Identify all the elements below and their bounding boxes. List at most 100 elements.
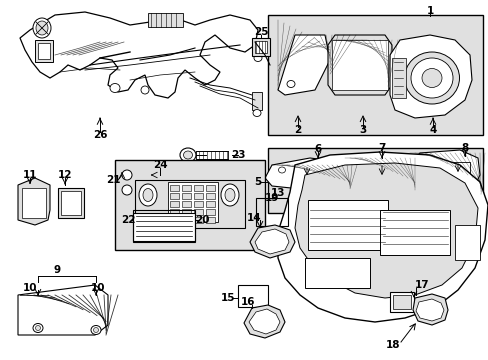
- Polygon shape: [412, 294, 447, 325]
- Bar: [22, 188, 46, 218]
- Bar: [251, 92, 262, 110]
- Bar: [194, 185, 203, 191]
- Text: 1: 1: [426, 6, 433, 16]
- Bar: [205, 209, 215, 215]
- Ellipse shape: [180, 148, 196, 162]
- Bar: [205, 193, 215, 199]
- Polygon shape: [20, 12, 258, 98]
- Text: 9: 9: [53, 265, 61, 275]
- Bar: [205, 217, 215, 223]
- Ellipse shape: [33, 18, 51, 38]
- Ellipse shape: [142, 189, 153, 202]
- Bar: [267, 15, 482, 135]
- Polygon shape: [248, 309, 280, 334]
- Bar: [194, 209, 203, 215]
- Text: 6: 6: [314, 144, 321, 154]
- Text: 23: 23: [230, 150, 245, 160]
- Text: 2: 2: [294, 125, 301, 135]
- Polygon shape: [389, 35, 471, 118]
- Text: 14: 14: [246, 213, 261, 223]
- Ellipse shape: [36, 325, 41, 330]
- Bar: [251, 38, 269, 56]
- Polygon shape: [244, 305, 285, 338]
- Bar: [133, 210, 195, 242]
- Ellipse shape: [93, 328, 98, 333]
- Text: 25: 25: [253, 27, 268, 37]
- Bar: [205, 185, 215, 191]
- Text: 15: 15: [220, 293, 235, 303]
- Ellipse shape: [404, 52, 459, 104]
- Bar: [170, 201, 179, 207]
- Bar: [194, 193, 203, 199]
- Ellipse shape: [183, 151, 192, 159]
- Ellipse shape: [253, 54, 262, 62]
- Bar: [331, 40, 387, 90]
- Polygon shape: [415, 299, 443, 321]
- Polygon shape: [278, 35, 329, 95]
- Ellipse shape: [122, 185, 132, 195]
- Text: 7: 7: [378, 143, 385, 153]
- Ellipse shape: [91, 325, 101, 334]
- Polygon shape: [18, 285, 108, 335]
- Bar: [194, 201, 203, 207]
- Ellipse shape: [110, 84, 120, 93]
- Ellipse shape: [36, 21, 48, 35]
- Polygon shape: [278, 152, 487, 322]
- Bar: [194, 217, 203, 223]
- Bar: [238, 285, 267, 307]
- Bar: [170, 217, 179, 223]
- Bar: [182, 209, 191, 215]
- Bar: [391, 58, 405, 98]
- Bar: [307, 200, 387, 250]
- Ellipse shape: [252, 109, 261, 117]
- Bar: [170, 193, 179, 199]
- Text: 16: 16: [240, 297, 255, 307]
- Ellipse shape: [421, 68, 441, 87]
- Bar: [205, 201, 215, 207]
- Bar: [389, 292, 413, 312]
- Bar: [135, 180, 244, 228]
- Text: 4: 4: [428, 125, 436, 135]
- Text: 12: 12: [58, 170, 72, 180]
- Bar: [115, 160, 264, 250]
- Text: 22: 22: [121, 215, 135, 225]
- Text: 5: 5: [254, 177, 261, 187]
- Text: 8: 8: [461, 143, 468, 153]
- Text: 11: 11: [23, 170, 37, 180]
- Polygon shape: [327, 35, 391, 95]
- Text: 21: 21: [105, 175, 120, 185]
- Ellipse shape: [33, 324, 43, 333]
- Bar: [267, 148, 482, 213]
- Polygon shape: [264, 158, 349, 190]
- Ellipse shape: [141, 86, 149, 94]
- Text: 17: 17: [414, 280, 428, 290]
- Bar: [182, 201, 191, 207]
- Bar: [35, 40, 53, 62]
- Bar: [170, 185, 179, 191]
- Bar: [168, 182, 218, 222]
- Polygon shape: [254, 229, 288, 254]
- Bar: [38, 43, 50, 59]
- Ellipse shape: [286, 81, 294, 87]
- Bar: [254, 41, 266, 53]
- Text: 19: 19: [264, 193, 279, 203]
- Polygon shape: [249, 225, 294, 258]
- Bar: [379, 210, 449, 255]
- Bar: [454, 225, 479, 260]
- Bar: [148, 13, 183, 27]
- Text: 26: 26: [93, 130, 107, 140]
- Ellipse shape: [139, 184, 157, 206]
- Text: 10: 10: [91, 283, 105, 293]
- Text: 10: 10: [23, 283, 37, 293]
- Polygon shape: [345, 155, 414, 190]
- Ellipse shape: [122, 170, 132, 180]
- Bar: [305, 258, 369, 288]
- Ellipse shape: [221, 184, 239, 206]
- Bar: [256, 198, 287, 226]
- Bar: [170, 209, 179, 215]
- Ellipse shape: [278, 167, 285, 173]
- Bar: [182, 185, 191, 191]
- Ellipse shape: [224, 189, 235, 202]
- Bar: [61, 191, 81, 215]
- Text: 24: 24: [152, 160, 167, 170]
